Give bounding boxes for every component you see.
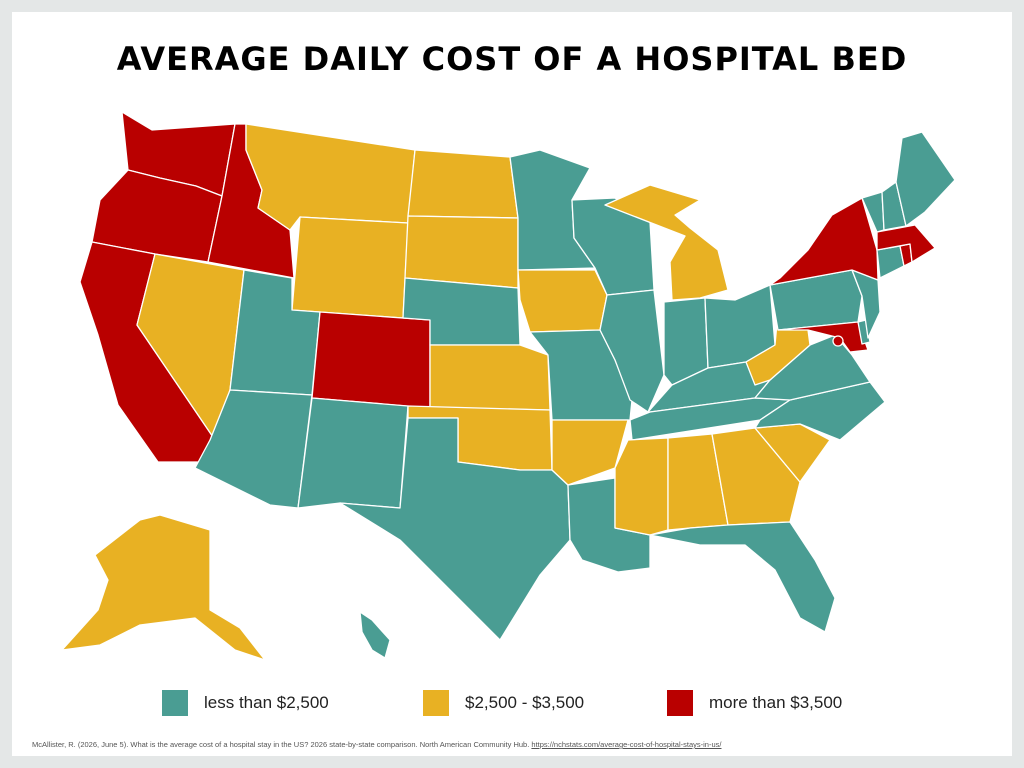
state-AR bbox=[551, 419, 629, 486]
legend-item-low: less than $2,500 bbox=[162, 690, 329, 716]
state-AZ bbox=[194, 389, 313, 509]
source-citation: McAllister, R. (2026, June 5). What is t… bbox=[32, 740, 992, 749]
state-CO bbox=[311, 311, 431, 409]
state-MI bbox=[604, 184, 729, 301]
legend-swatch-mid bbox=[423, 690, 449, 716]
state-IL bbox=[599, 289, 665, 413]
state-SD bbox=[404, 215, 519, 289]
legend-label-high: more than $3,500 bbox=[709, 693, 843, 712]
legend-item-mid: $2,500 - $3,500 bbox=[423, 690, 584, 716]
source-link[interactable]: https://nchstats.com/average-cost-of-hos… bbox=[531, 740, 722, 749]
legend-swatch-low bbox=[162, 690, 188, 716]
state-WY bbox=[291, 216, 409, 319]
state-CT bbox=[876, 245, 905, 279]
legend-swatch-high bbox=[667, 690, 693, 716]
state-GA bbox=[711, 427, 801, 526]
source-text: McAllister, R. (2026, June 5). What is t… bbox=[32, 740, 530, 749]
state-ND bbox=[407, 149, 519, 219]
state-ME bbox=[895, 131, 956, 227]
state-MA bbox=[876, 224, 936, 263]
state-TX bbox=[339, 417, 571, 641]
state-MS bbox=[614, 437, 669, 536]
state-HI bbox=[359, 611, 391, 659]
state-NM bbox=[297, 397, 409, 509]
map-title: AVERAGE DAILY COST OF A HOSPITAL BED bbox=[116, 40, 908, 78]
legend-label-mid: $2,500 - $3,500 bbox=[465, 693, 585, 712]
state-MT bbox=[245, 123, 416, 231]
state-NY bbox=[769, 197, 879, 286]
state-KS bbox=[429, 344, 551, 411]
state-FL bbox=[649, 521, 836, 633]
state-IA bbox=[517, 269, 608, 333]
state-AK bbox=[61, 514, 266, 661]
legend-item-high: more than $3,500 bbox=[667, 690, 842, 716]
state-DC bbox=[832, 335, 844, 347]
legend-label-low: less than $2,500 bbox=[204, 693, 329, 712]
